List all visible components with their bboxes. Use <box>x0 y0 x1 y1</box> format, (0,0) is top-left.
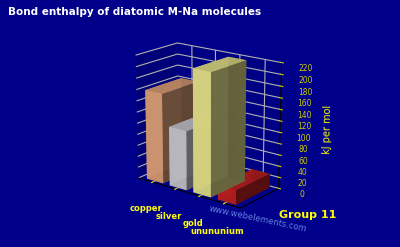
Text: www.webelements.com: www.webelements.com <box>208 205 308 234</box>
Text: Bond enthalpy of diatomic M-Na molecules: Bond enthalpy of diatomic M-Na molecules <box>8 7 261 17</box>
